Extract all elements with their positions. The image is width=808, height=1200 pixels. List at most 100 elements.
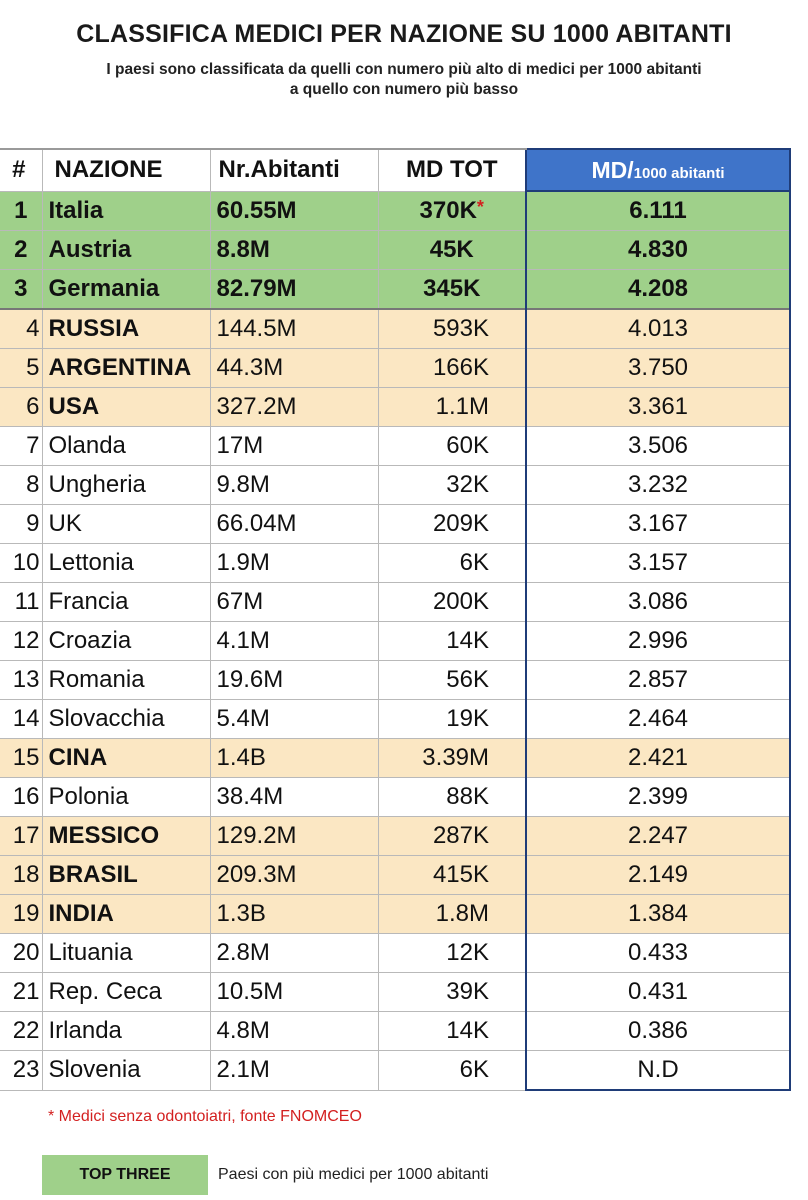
asterisk-mark: *: [476, 196, 484, 217]
nation-cell: Lettonia: [42, 543, 211, 583]
rank-cell: 18: [0, 855, 43, 895]
population-cell-text: 1.9M: [216, 549, 270, 576]
rank-cell-text: 22: [12, 1017, 40, 1044]
rank-cell-text: 7: [26, 432, 40, 459]
nation-cell-text: UK: [48, 510, 82, 537]
nation-cell-text: Francia: [48, 588, 129, 615]
rank-cell-text: 13: [12, 666, 40, 693]
md-total-cell: 1.1M: [378, 387, 527, 427]
page-subtitle: I paesi sono classificata da quelli con …: [0, 60, 808, 100]
md-total-cell-text: 14K: [446, 1017, 489, 1044]
nation-cell: Rep. Ceca: [42, 972, 211, 1012]
md-per-1000-cell-text: 1.384: [627, 900, 689, 927]
nation-cell: Lituania: [42, 933, 211, 973]
md-total-cell-text: 415K: [432, 861, 489, 888]
population-cell: 327.2M: [210, 387, 379, 427]
table-row: 18 BRASIL 209.3M 415K 2.149: [0, 855, 791, 895]
rank-cell-text: 9: [26, 510, 40, 537]
nation-cell: Slovacchia: [42, 699, 211, 739]
legend: TOP THREE Paesi con più medici per 1000 …: [42, 1155, 488, 1195]
md-total-cell-text: 345K: [423, 275, 481, 302]
md-per-1000-cell-text: 3.086: [627, 588, 689, 615]
table-row: 21 Rep. Ceca 10.5M 39K 0.431: [0, 972, 791, 1012]
rank-cell-text: 19: [12, 900, 40, 927]
population-cell: 66.04M: [210, 504, 379, 544]
md-total-cell-text: 32K: [446, 471, 489, 498]
md-per-1000-cell: 1.384: [525, 894, 791, 934]
md-per-1000-cell: 2.464: [525, 699, 791, 739]
md-per-1000-cell: 2.421: [525, 738, 791, 778]
rank-cell-text: 12: [12, 627, 40, 654]
rank-cell-text: 10: [12, 549, 40, 576]
md-per-1000-cell: 0.431: [525, 972, 791, 1012]
table-row: 20 Lituania 2.8M 12K 0.433: [0, 933, 791, 973]
nation-cell: USA: [42, 387, 211, 427]
rank-cell-text: 21: [12, 978, 40, 1005]
md-total-cell-text: 19K: [446, 705, 489, 732]
rank-cell-text: 20: [12, 939, 40, 966]
md-total-cell-text: 3.39M: [422, 744, 489, 771]
nation-cell-text: Polonia: [48, 783, 129, 810]
md-per-1000-cell: 3.750: [525, 348, 791, 388]
md-total-cell: 39K: [378, 972, 527, 1012]
nation-cell: RUSSIA: [42, 308, 211, 349]
rank-cell-text: 11: [14, 588, 40, 615]
population-cell-text: 10.5M: [216, 978, 284, 1005]
rank-cell: 22: [0, 1011, 43, 1051]
nation-cell-text: MESSICO: [48, 822, 160, 849]
nation-cell-text: Slovenia: [48, 1056, 141, 1084]
md-per-1000-cell: 2.996: [525, 621, 791, 661]
nation-cell-text: Croazia: [48, 627, 132, 654]
population-cell-text: 38.4M: [216, 783, 284, 810]
nation-cell-text: Olanda: [48, 432, 126, 459]
md-total-cell-text: 200K: [432, 588, 489, 615]
table-row: 3 Germania 82.79M 345K 4.208: [0, 269, 791, 310]
nation-cell: CINA: [42, 738, 211, 778]
nation-cell: Francia: [42, 582, 211, 622]
population-cell-text: 327.2M: [216, 393, 297, 420]
rank-cell: 7: [0, 426, 43, 466]
population-cell-text: 5.4M: [216, 705, 270, 732]
population-cell-text: 60.55M: [216, 196, 297, 224]
population-cell: 44.3M: [210, 348, 379, 388]
table-row: 7 Olanda 17M 60K 3.506: [0, 426, 791, 466]
rank-cell: 4: [0, 308, 43, 349]
nation-cell-text: Ungheria: [48, 471, 146, 498]
table-row: 13 Romania 19.6M 56K 2.857: [0, 660, 791, 700]
population-cell: 10.5M: [210, 972, 379, 1012]
rank-cell-text: 6: [26, 393, 40, 420]
table-row: 5 ARGENTINA 44.3M 166K 3.750: [0, 348, 791, 388]
md-total-cell-text: 370K: [419, 196, 477, 224]
col-header-population: Nr.Abitanti: [210, 148, 379, 192]
md-total-cell: 19K: [378, 699, 527, 739]
rank-cell: 23: [0, 1050, 43, 1091]
table-row: 6 USA 327.2M 1.1M 3.361: [0, 387, 791, 427]
md-total-cell: 370K*: [378, 190, 527, 231]
md-total-cell: 14K: [378, 621, 527, 661]
md-per-1000-cell: 3.086: [525, 582, 791, 622]
table-row: 10 Lettonia 1.9M 6K 3.157: [0, 543, 791, 583]
table-row: 1 Italia 60.55M 370K* 6.111: [0, 190, 791, 231]
nation-cell: UK: [42, 504, 211, 544]
table-row: 14 Slovacchia 5.4M 19K 2.464: [0, 699, 791, 739]
table-row: 15 CINA 1.4B 3.39M 2.421: [0, 738, 791, 778]
md-per-1000-cell-text: 4.830: [627, 236, 689, 263]
md-total-cell: 209K: [378, 504, 527, 544]
md-total-cell-text: 6K: [459, 549, 489, 576]
md-total-cell: 60K: [378, 426, 527, 466]
legend-swatch-top-three: TOP THREE: [42, 1155, 208, 1195]
rank-cell-text: 8: [26, 471, 40, 498]
md-total-cell: 56K: [378, 660, 527, 700]
rank-cell: 5: [0, 348, 43, 388]
population-cell-text: 129.2M: [216, 822, 297, 849]
nation-cell-text: RUSSIA: [48, 315, 140, 342]
md-total-cell: 12K: [378, 933, 527, 973]
nation-cell: Croazia: [42, 621, 211, 661]
table-row: 22 Irlanda 4.8M 14K 0.386: [0, 1011, 791, 1051]
population-cell-text: 8.8M: [216, 236, 270, 263]
md-per-1000-cell: 2.247: [525, 816, 791, 856]
md-total-cell: 166K: [378, 348, 527, 388]
md-total-cell: 1.8M: [378, 894, 527, 934]
rank-cell: 17: [0, 816, 43, 856]
rank-cell: 19: [0, 894, 43, 934]
